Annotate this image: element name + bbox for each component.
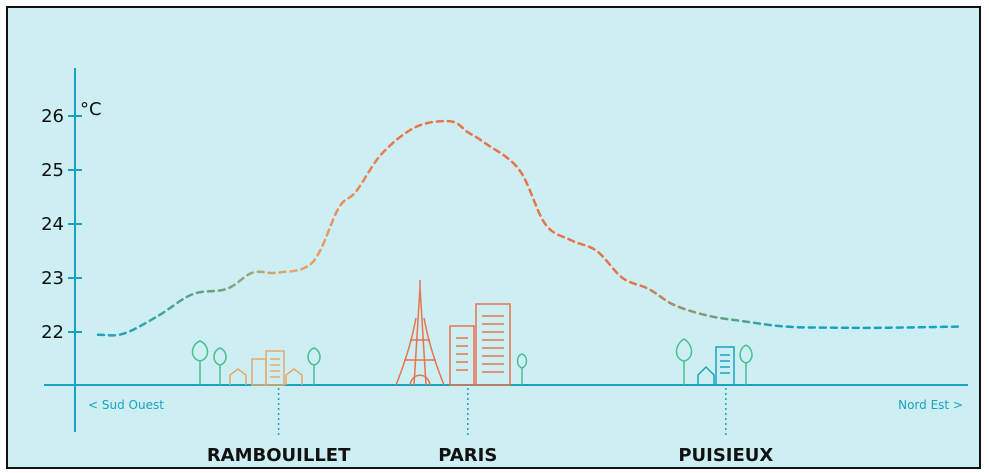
y-ticks: 22 23 24 25 26 (41, 106, 82, 343)
y-tick-label: 25 (41, 160, 64, 181)
direction-right-label: Nord Est > (898, 398, 963, 412)
temperature-profile-chart: °C < Sud Ouest Nord Est > 22 23 24 25 26 (41, 68, 968, 466)
y-tick-label: 22 (41, 322, 64, 343)
y-tick-label: 23 (41, 268, 64, 289)
unit-label: °C (80, 99, 102, 120)
puisieux-city-icon (675, 338, 753, 386)
city-label: PARIS (438, 445, 497, 466)
city-label: RAMBOUILLET (207, 445, 351, 466)
temperature-line (96, 119, 960, 337)
paris-city-icon (395, 280, 528, 386)
chart-frame: °C < Sud Ouest Nord Est > 22 23 24 25 26 (6, 6, 981, 469)
city-label: PUISIEUX (678, 445, 773, 466)
y-tick-label: 26 (41, 106, 64, 127)
y-tick-label: 24 (41, 214, 64, 235)
direction-left-label: < Sud Ouest (88, 398, 164, 412)
rambouillet-city-icon (191, 340, 321, 386)
city-markers: RAMBOUILLET PARIS PUISIEUX (207, 388, 773, 466)
